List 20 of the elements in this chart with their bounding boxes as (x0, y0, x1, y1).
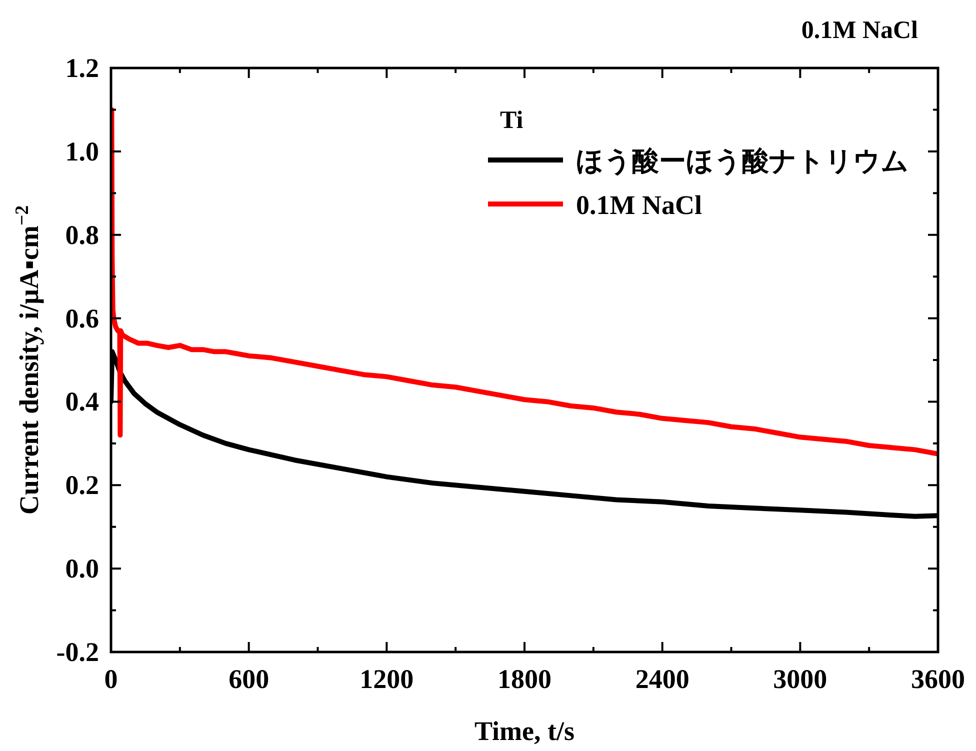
x-tick-label: 1800 (498, 664, 552, 694)
x-tick-label: 3000 (773, 664, 828, 694)
y-tick-label: 0.4 (65, 386, 99, 417)
x-axis-title: Time, t/s (474, 716, 574, 746)
legend-title: Ti (500, 107, 524, 134)
x-tick-label: 1200 (360, 664, 414, 694)
legend-label: 0.1M NaCl (576, 190, 702, 220)
x-tick-label: 600 (228, 664, 270, 694)
x-tick-label: 2400 (635, 664, 690, 694)
y-tick-label: -0.2 (56, 637, 99, 667)
x-tick-label: 3600 (911, 664, 965, 694)
chart-title: 0.1M NaCl (801, 17, 918, 44)
y-tick-label: 0.2 (65, 470, 99, 500)
y-tick-label: 0.0 (65, 554, 99, 584)
y-tick-label: 1.2 (65, 53, 99, 83)
legend-label: ほう酸ーほう酸ナトリウム (576, 146, 909, 176)
y-tick-label: 0.8 (65, 220, 99, 250)
y-tick-label: 1.0 (65, 136, 99, 166)
x-tick-label: 0 (104, 664, 118, 694)
y-tick-label: 0.6 (65, 303, 99, 334)
